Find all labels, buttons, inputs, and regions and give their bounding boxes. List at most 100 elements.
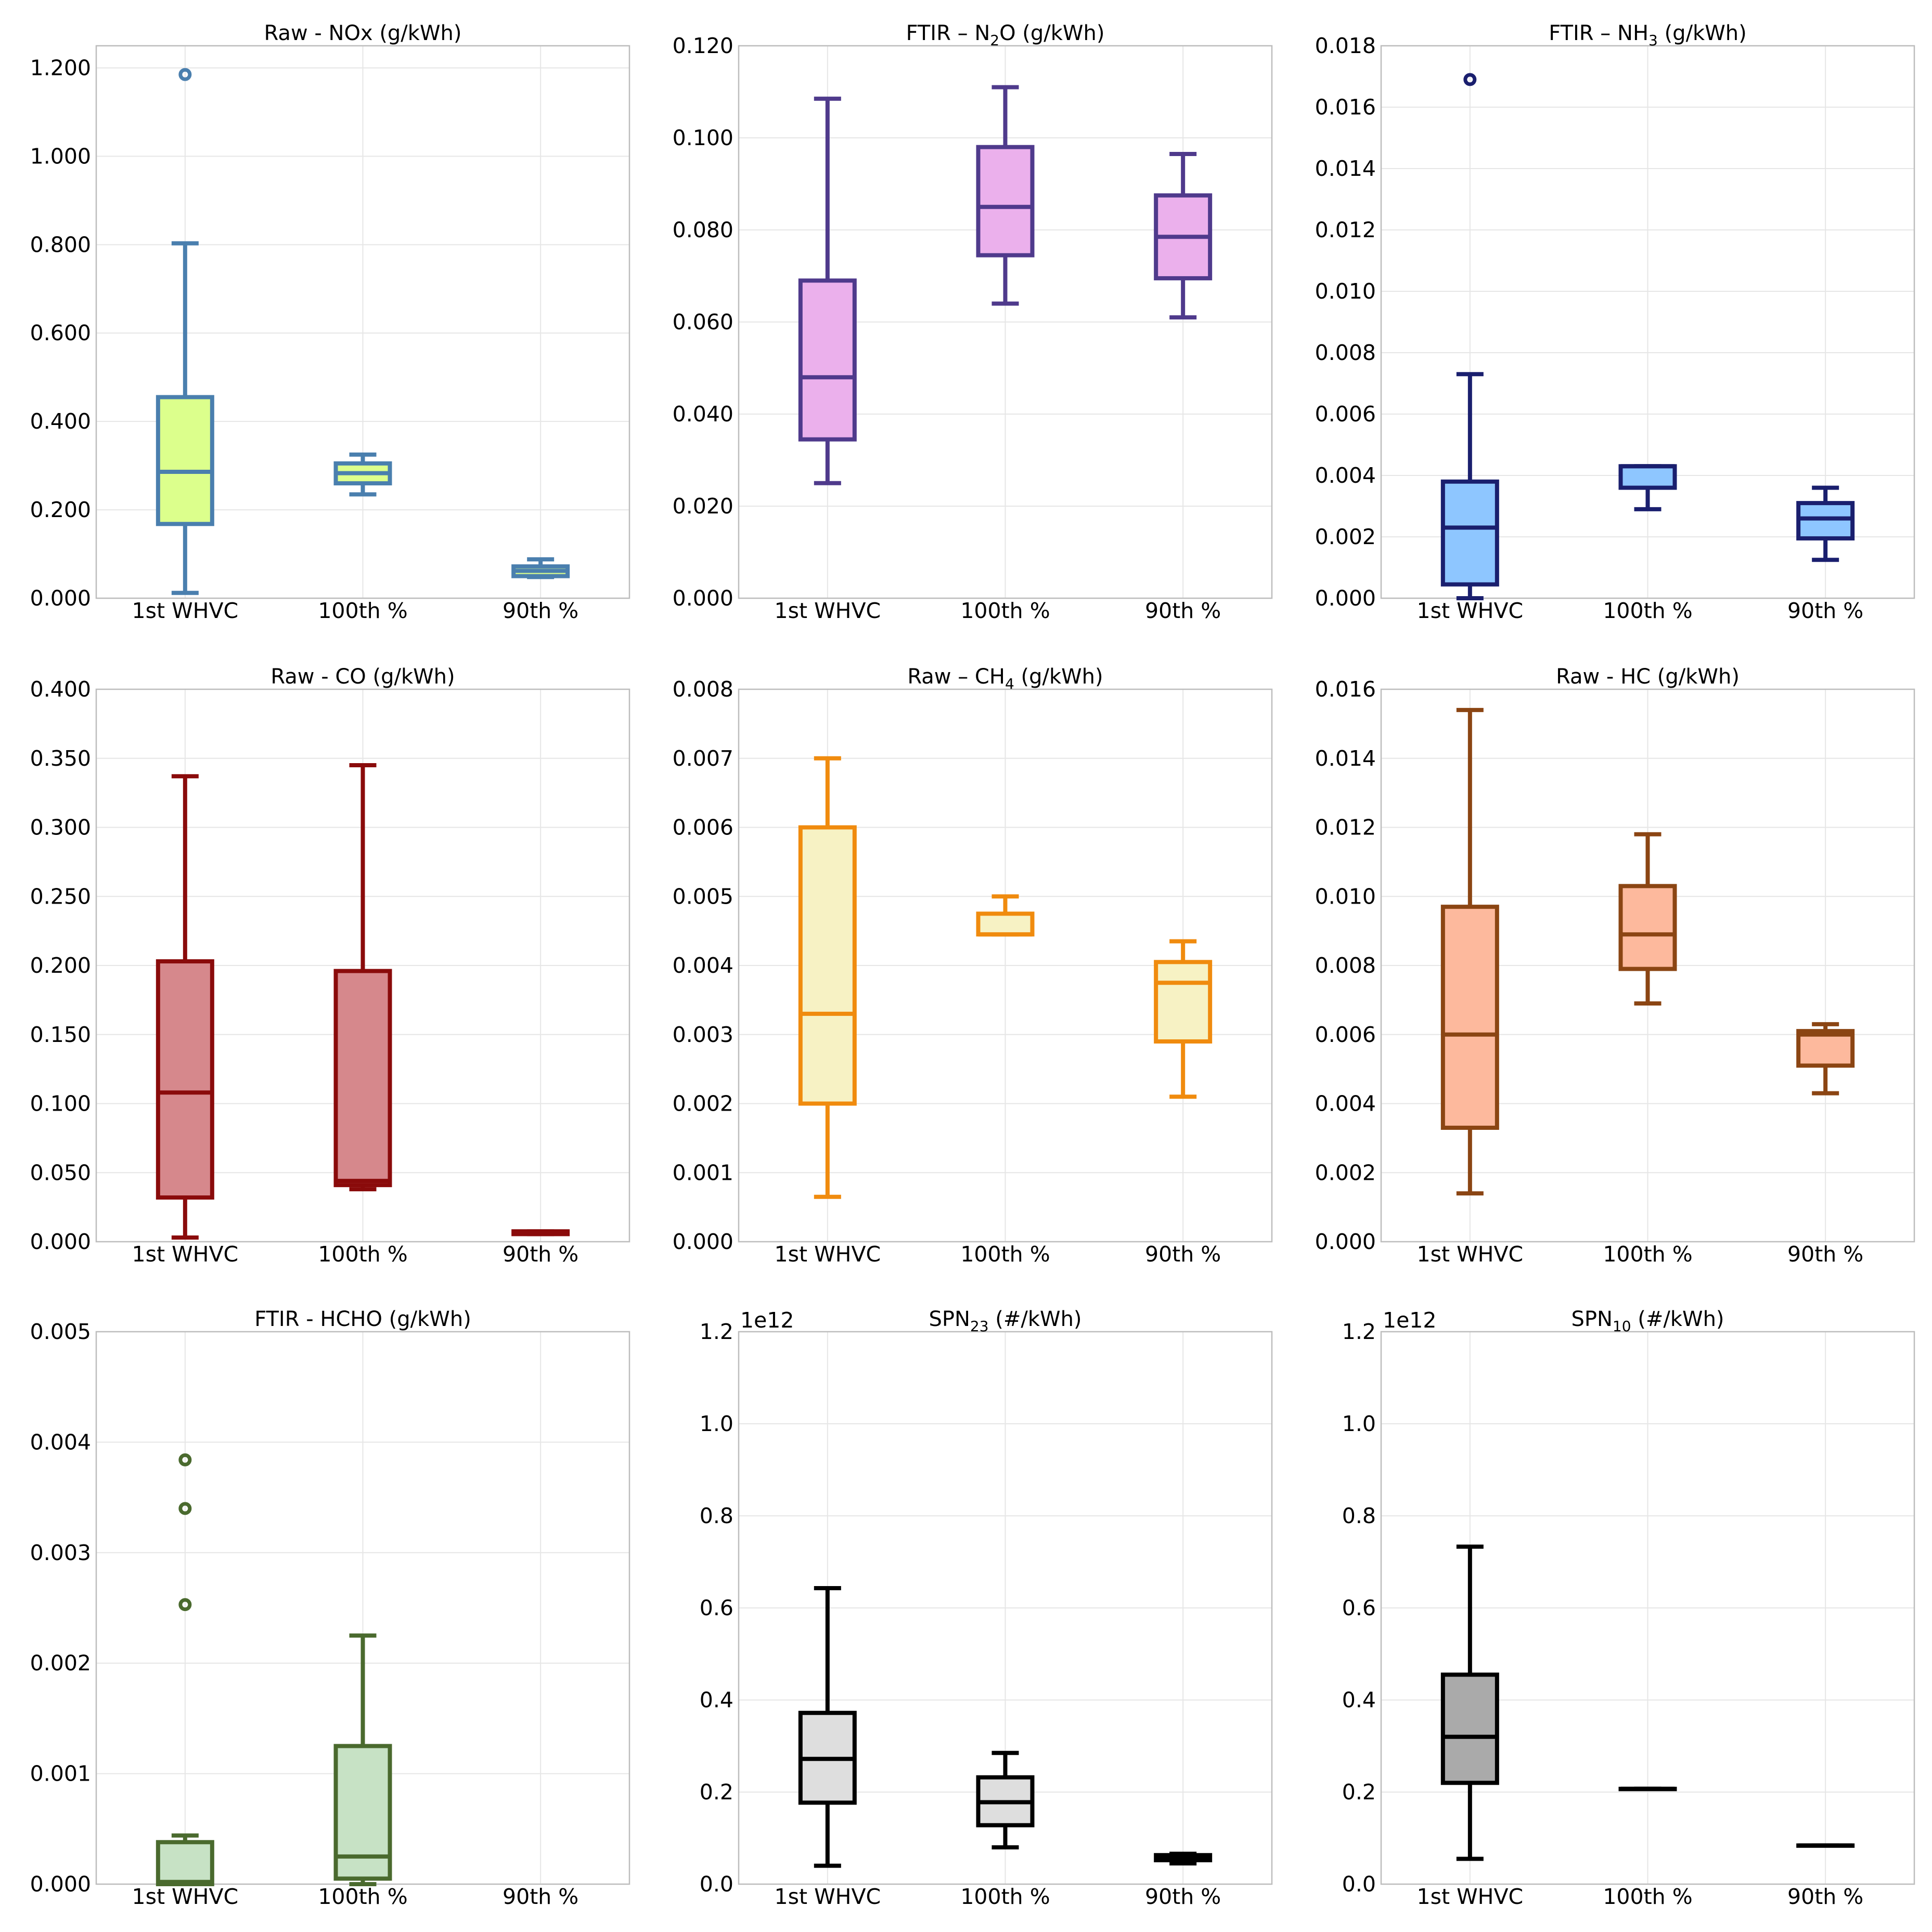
x-tick-label: 100th % xyxy=(318,1884,407,1909)
y-tick-label: 1.000 xyxy=(30,144,91,169)
y-tick-label: 0.004 xyxy=(1315,1091,1376,1116)
gridlines xyxy=(1381,1331,1914,1885)
box-iqr xyxy=(976,145,1035,257)
y-tick-label: 0.100 xyxy=(30,1091,91,1116)
box-100th- xyxy=(976,85,1035,306)
x-tick-label: 100th % xyxy=(960,598,1050,623)
box-iqr xyxy=(798,825,857,1106)
x-tick-labels: 1st WHVC 100th % 90th % xyxy=(132,1242,579,1267)
y-tick-label: 1.2 xyxy=(1342,1319,1376,1344)
box-100th- xyxy=(333,1633,392,1886)
y-tick-labels: 0.000 0.001 0.002 0.003 0.004 0.005 xyxy=(30,1319,91,1897)
box-iqr xyxy=(1796,1029,1855,1068)
y-tick-label: 0.007 xyxy=(673,746,733,771)
x-tick-label: 90th % xyxy=(1145,598,1221,623)
box-1st-whvc xyxy=(156,1453,214,1887)
axis-offset-label: 1e12 xyxy=(1383,1308,1436,1333)
subplot-8: 0.0 0.2 0.4 0.6 0.8 1.0 1.2 1st WHVC 100th % 90th… xyxy=(700,1307,1273,1909)
chart-title: Raw - NOx (g/kWh) xyxy=(264,21,462,45)
box-90th- xyxy=(511,1229,570,1237)
title-rest: (#/kWh) xyxy=(989,1307,1082,1331)
x-tick-label: 1st WHVC xyxy=(132,598,239,623)
x-tick-label: 1st WHVC xyxy=(1417,1884,1524,1909)
y-tick-label: 0.040 xyxy=(673,402,733,427)
box-iqr xyxy=(976,911,1035,937)
x-tick-labels: 1st WHVC 100th % 90th % xyxy=(132,1884,579,1909)
box-90th- xyxy=(1796,485,1855,562)
x-tick-label: 90th % xyxy=(1145,1242,1221,1267)
y-tick-label: 0.006 xyxy=(673,815,733,840)
x-tick-label: 90th % xyxy=(503,1242,578,1267)
y-tick-label: 0.150 xyxy=(30,1022,91,1047)
y-tick-label: 0.006 xyxy=(1315,402,1376,427)
y-tick-label: 0.005 xyxy=(673,884,733,909)
y-tick-label: 0.001 xyxy=(30,1761,91,1786)
chart-title: FTIR - HCHO (g/kWh) xyxy=(254,1307,471,1331)
y-tick-label: 0.000 xyxy=(673,1229,733,1254)
y-tick-label: 0.004 xyxy=(1315,463,1376,488)
box-iqr xyxy=(798,278,857,442)
y-tick-label: 0.001 xyxy=(673,1160,733,1185)
box-iqr xyxy=(156,395,214,526)
x-tick-label: 90th % xyxy=(503,1884,578,1909)
y-tick-label: 0.000 xyxy=(30,1872,91,1897)
y-tick-label: 0.010 xyxy=(1315,279,1376,304)
subplot-2: 0.000 0.020 0.040 0.060 0.080 0.100 0.120 1st W… xyxy=(673,21,1273,623)
title-main: Raw - HC (g/kWh) xyxy=(1556,665,1740,689)
axes-frame xyxy=(1380,45,1915,599)
x-tick-label: 100th % xyxy=(318,598,407,623)
box-1st-whvc xyxy=(156,774,214,1240)
box-iqr xyxy=(1796,501,1855,540)
x-tick-labels: 1st WHVC 100th % 90th % xyxy=(775,598,1221,623)
x-tick-labels: 1st WHVC 100th % 90th % xyxy=(1417,1242,1864,1267)
x-tick-labels: 1st WHVC 100th % 90th % xyxy=(1417,598,1864,623)
y-tick-label: 0.018 xyxy=(1315,33,1376,58)
y-tick-label: 0.120 xyxy=(673,33,733,58)
x-tick-label: 90th % xyxy=(503,598,578,623)
y-tick-label: 0.080 xyxy=(673,217,733,242)
y-tick-label: 0.350 xyxy=(30,746,91,771)
y-tick-label: 0.010 xyxy=(1315,884,1376,909)
y-tick-labels: 0.000 0.002 0.004 0.006 0.008 0.010 0.012 0.014… xyxy=(1315,33,1376,611)
y-tick-label: 0.250 xyxy=(30,884,91,909)
title-main: FTIR – NH xyxy=(1549,21,1648,45)
title-subscript: 23 xyxy=(970,1318,989,1335)
y-tick-label: 1.0 xyxy=(700,1411,733,1436)
y-tick-label: 0.016 xyxy=(1315,677,1376,702)
y-tick-label: 0.200 xyxy=(30,497,91,522)
title-subscript: 2 xyxy=(990,32,999,49)
outlier-point xyxy=(1463,73,1477,86)
box-1st-whvc xyxy=(798,756,857,1199)
y-tick-label: 0.4 xyxy=(1342,1688,1376,1712)
box-iqr xyxy=(1154,960,1213,1044)
subplot-6: 0.000 0.002 0.004 0.006 0.008 0.010 0.012 0.014… xyxy=(1315,665,1915,1267)
y-tick-label: 0.000 xyxy=(30,586,91,611)
y-tick-label: 0.000 xyxy=(1315,1229,1376,1254)
outlier-point xyxy=(178,1598,192,1612)
box-iqr xyxy=(333,969,392,1188)
box-1st-whvc xyxy=(1440,707,1499,1196)
box-90th- xyxy=(1154,1851,1213,1866)
y-tick-label: 0.0 xyxy=(1342,1872,1376,1897)
box-90th- xyxy=(1154,939,1213,1099)
x-tick-label: 90th % xyxy=(1787,598,1863,623)
x-tick-labels: 1st WHVC 100th % 90th % xyxy=(132,598,579,623)
box-100th- xyxy=(976,894,1035,937)
box-90th- xyxy=(511,557,570,579)
box-100th- xyxy=(333,452,392,497)
axes-frame xyxy=(738,1331,1273,1885)
box-100th- xyxy=(976,1750,1035,1850)
y-tick-label: 0.012 xyxy=(1315,815,1376,840)
y-tick-label: 0.0 xyxy=(700,1872,733,1897)
x-tick-label: 90th % xyxy=(1145,1884,1221,1909)
box-iqr xyxy=(156,959,214,1200)
y-tick-label: 0.2 xyxy=(1342,1780,1376,1805)
chart-title: FTIR – N2O (g/kWh) xyxy=(906,21,1105,49)
subplot-1: 0.000 0.200 0.400 0.600 0.800 1.000 1.200 1st W… xyxy=(30,21,630,623)
y-tick-label: 0.012 xyxy=(1315,217,1376,242)
title-rest: (g/kWh) xyxy=(1014,665,1103,689)
chart-title: Raw – CH4 (g/kWh) xyxy=(907,665,1103,692)
outlier-point xyxy=(178,1502,192,1515)
title-subscript: 4 xyxy=(1005,675,1014,692)
